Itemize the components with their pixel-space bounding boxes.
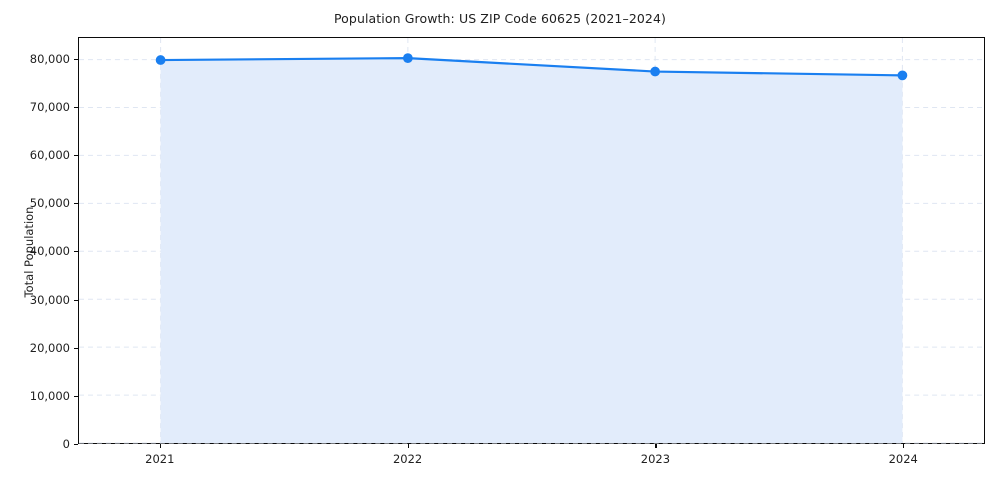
- y-axis-tick-label: 10,000: [29, 388, 70, 403]
- y-axis-tick-mark: [74, 251, 78, 253]
- y-axis-tick-label: 60,000: [29, 148, 70, 162]
- y-axis-tick-label: 80,000: [29, 51, 70, 66]
- y-axis-tick-mark: [74, 106, 78, 108]
- y-axis-tick-mark: [74, 395, 78, 397]
- y-axis-tick-mark: [74, 58, 78, 60]
- y-axis-tick-labels: 0 10,000 20,000 30,000 40,000 50,000 60,000 70,…: [8, 37, 70, 451]
- x-axis-tick-label: 2021: [145, 452, 175, 466]
- y-axis-tick-mark: [74, 444, 78, 446]
- y-axis-tick-marks: [0, 37, 78, 446]
- plot-area: [78, 37, 985, 444]
- y-axis-tick-mark: [74, 155, 78, 157]
- y-axis-tick-label: 50,000: [29, 196, 70, 211]
- x-axis-tick-label: 2022: [392, 452, 423, 466]
- y-axis-tick-mark: [74, 299, 78, 301]
- y-axis-tick-label: 30,000: [29, 292, 70, 307]
- y-axis-tick-label: 20,000: [29, 340, 70, 355]
- x-axis-tick-label: 2024: [888, 452, 918, 466]
- population-line-series[interactable]: [79, 38, 984, 443]
- y-axis-tick-label: 40,000: [29, 244, 70, 259]
- x-axis-tick-mark: [407, 444, 409, 448]
- x-axis-tick-marks: [78, 444, 985, 450]
- page-title: Population Growth: US ZIP Code 60625 (20…: [333, 11, 667, 26]
- area-fill: [160, 58, 903, 443]
- x-axis-tick-mark: [903, 444, 905, 448]
- y-axis-tick-mark: [74, 347, 78, 349]
- x-axis-tick-labels: 2021 2022 2023 2024: [78, 452, 985, 470]
- x-axis-tick-mark: [159, 444, 161, 448]
- x-axis-tick-mark: [655, 444, 657, 448]
- x-axis-tick-label: 2023: [640, 452, 671, 466]
- y-axis-tick-mark: [74, 203, 78, 205]
- y-axis-tick-label: 70,000: [29, 99, 70, 114]
- y-axis-tick-label: 0: [62, 437, 70, 451]
